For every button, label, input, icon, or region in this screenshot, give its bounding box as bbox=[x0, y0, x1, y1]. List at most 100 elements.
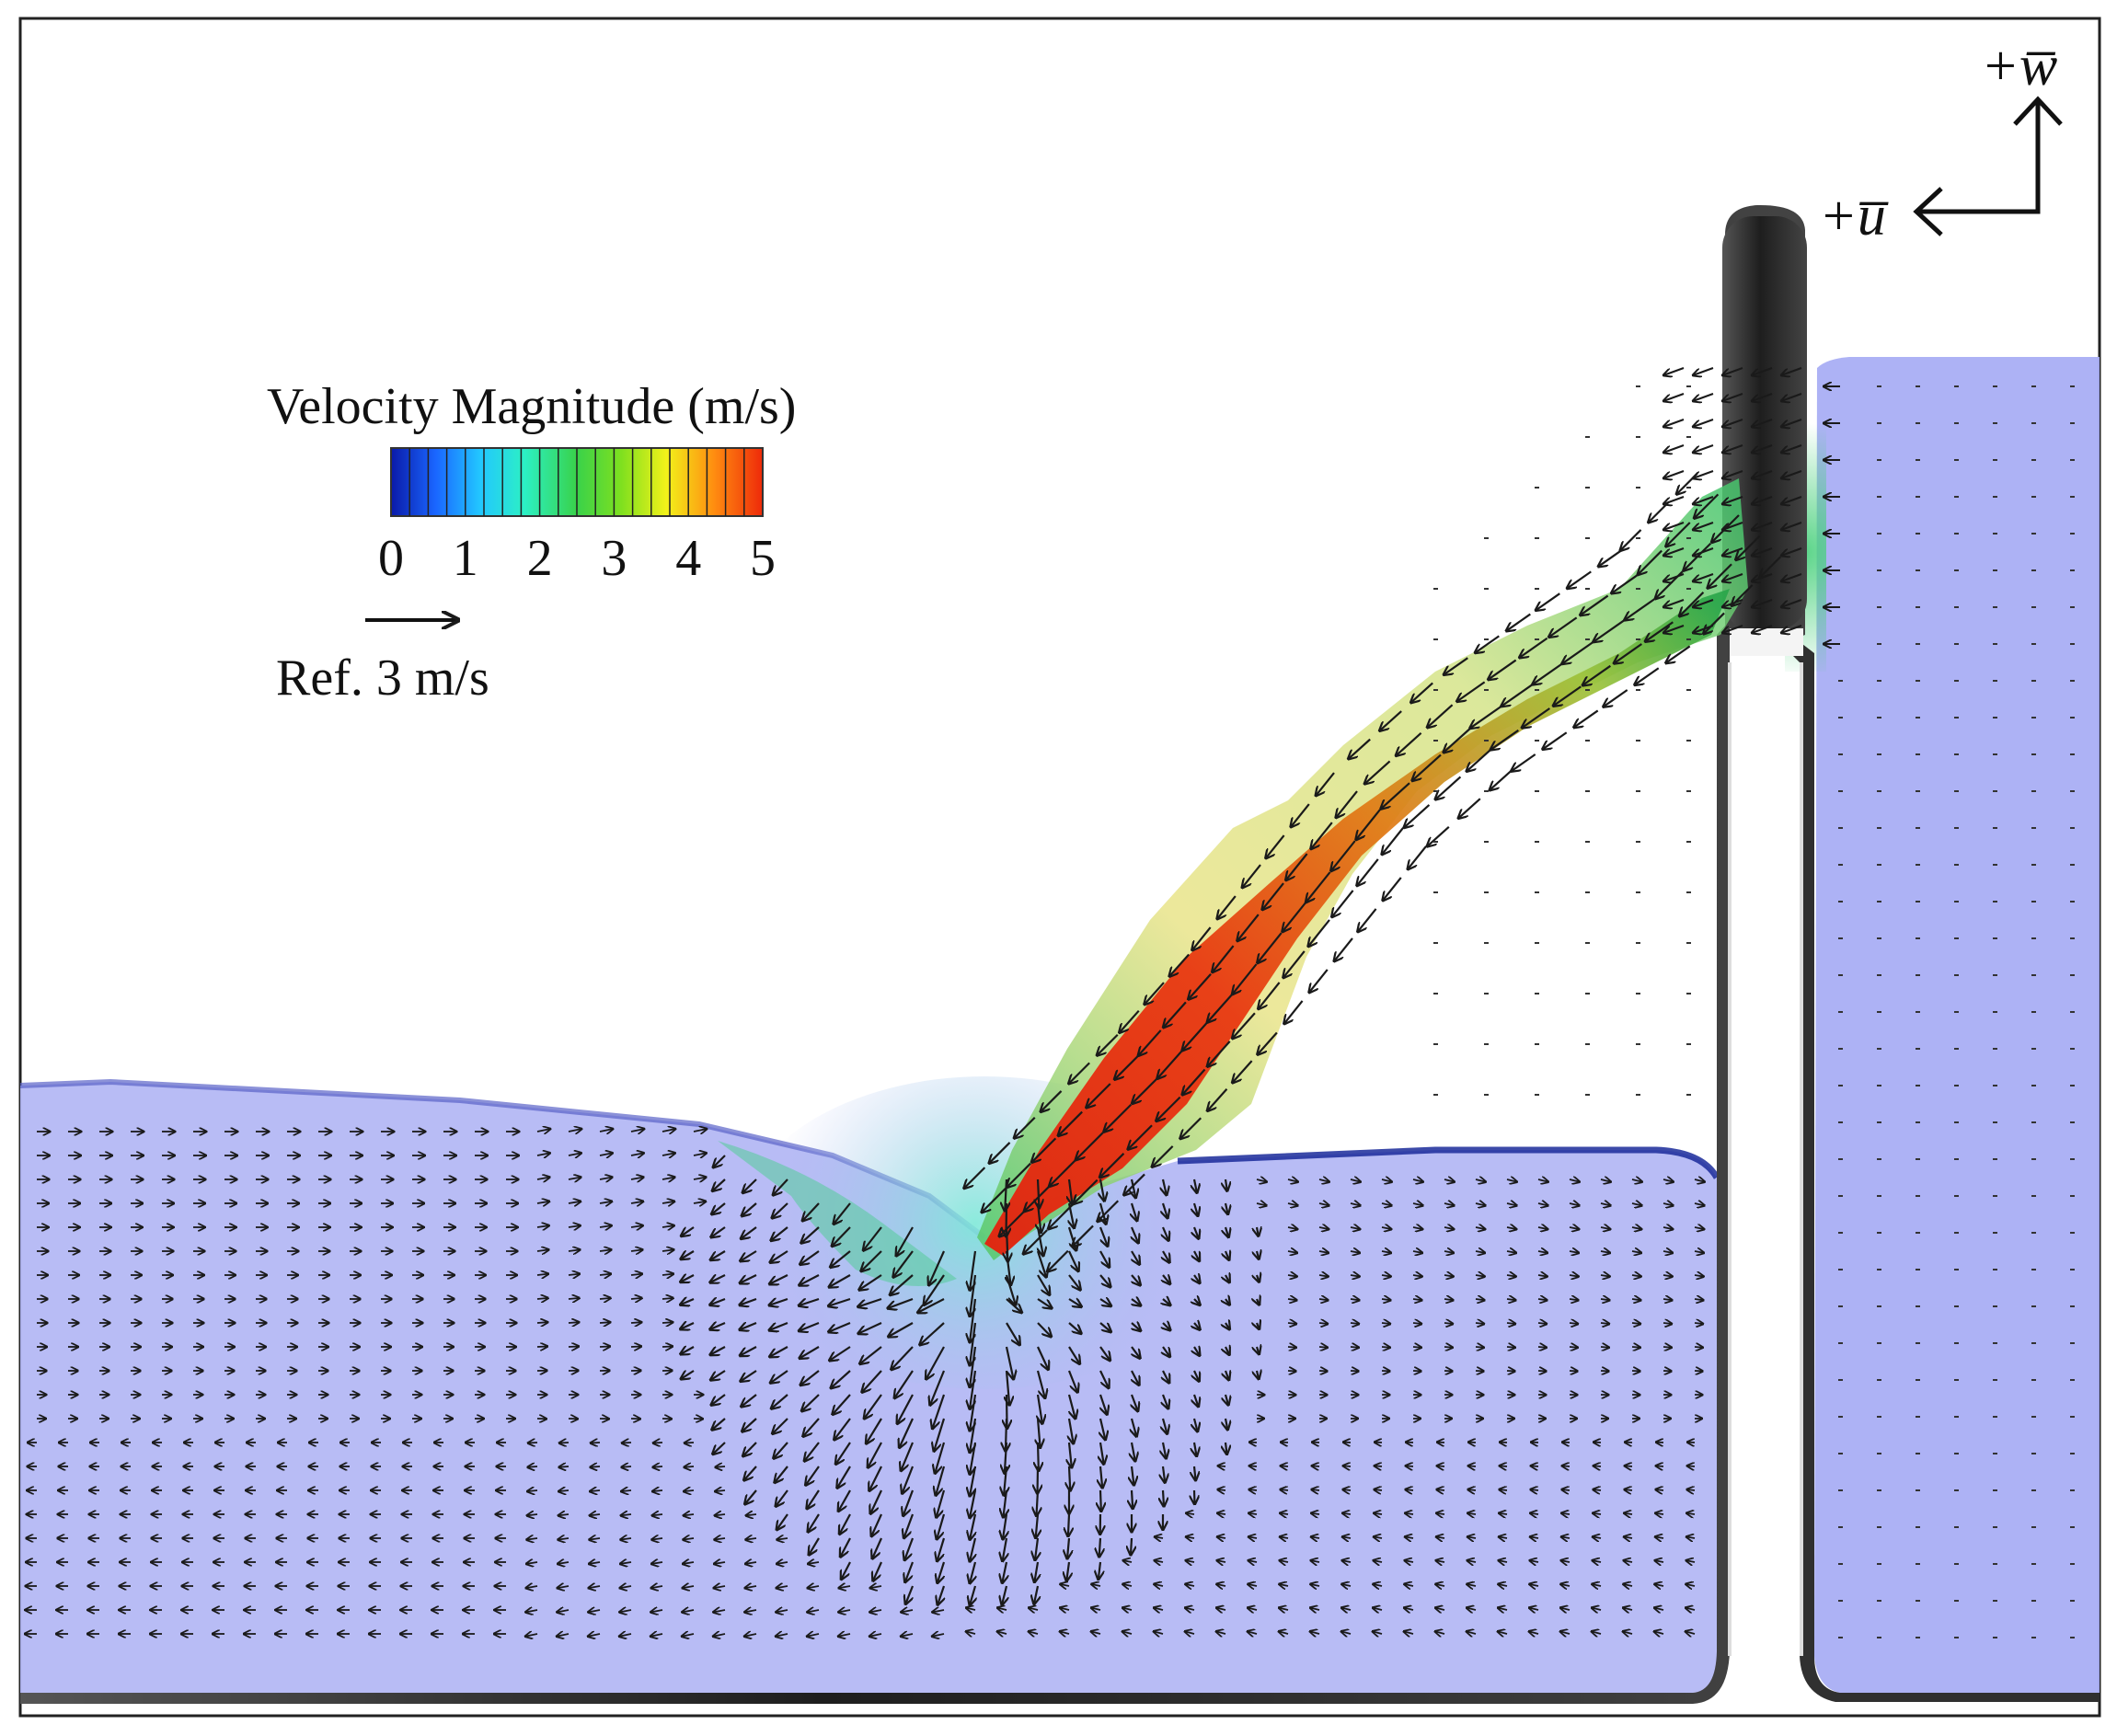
velocity-arrow bbox=[1099, 1537, 1100, 1557]
velocity-arrow bbox=[558, 1514, 570, 1515]
velocity-arrow bbox=[1916, 1342, 1920, 1344]
velocity-arrow bbox=[715, 1490, 726, 1491]
velocity-arrow bbox=[2070, 827, 2075, 829]
velocity-arrow bbox=[999, 1208, 1028, 1236]
velocity-arrow bbox=[1003, 1537, 1007, 1561]
velocity-arrow bbox=[1334, 937, 1353, 961]
velocity-arrow bbox=[1694, 1299, 1704, 1300]
velocity-arrow bbox=[1877, 1232, 1881, 1234]
velocity-arrow bbox=[1686, 638, 1691, 640]
velocity-arrow bbox=[770, 1250, 788, 1262]
velocity-arrow bbox=[1373, 1631, 1383, 1634]
velocity-arrow bbox=[588, 1586, 601, 1588]
velocity-arrow bbox=[1132, 1370, 1139, 1385]
velocity-arrow bbox=[1993, 496, 1997, 498]
coordinate-axes: +u̅ +w̅ bbox=[1819, 35, 2063, 247]
velocity-arrow bbox=[1954, 1453, 1959, 1454]
velocity-arrow bbox=[1693, 573, 1714, 581]
velocity-arrow bbox=[934, 1418, 946, 1452]
velocity-arrow bbox=[1132, 1442, 1135, 1461]
velocity-arrow bbox=[1408, 845, 1427, 869]
velocity-arrow bbox=[1916, 1453, 1920, 1454]
velocity-arrow bbox=[1444, 726, 1473, 753]
velocity-arrow bbox=[1838, 1305, 1843, 1307]
velocity-arrow bbox=[1624, 1536, 1633, 1538]
velocity-arrow bbox=[662, 1129, 675, 1132]
velocity-arrow bbox=[1291, 803, 1310, 827]
velocity-arrow bbox=[1573, 709, 1599, 727]
velocity-arrow bbox=[890, 1274, 914, 1295]
velocity-arrow bbox=[799, 1274, 820, 1285]
velocity-arrow bbox=[2031, 643, 2036, 645]
velocity-arrow bbox=[1993, 680, 1997, 682]
velocity-arrow bbox=[1005, 1346, 1014, 1379]
velocity-arrow bbox=[599, 1153, 613, 1155]
velocity-arrow bbox=[1069, 1062, 1090, 1084]
colorbar-tick-label: 1 bbox=[453, 530, 478, 587]
velocity-arrow bbox=[1954, 1526, 1959, 1528]
velocity-arrow bbox=[1381, 1275, 1391, 1277]
velocity-arrow bbox=[970, 1489, 975, 1518]
velocity-arrow bbox=[536, 1322, 547, 1323]
velocity-arrow bbox=[964, 1167, 986, 1189]
velocity-arrow bbox=[970, 1274, 977, 1316]
velocity-arrow bbox=[838, 1489, 851, 1512]
velocity-arrow bbox=[770, 1370, 788, 1383]
velocity-arrow bbox=[1060, 1608, 1070, 1610]
velocity-arrow bbox=[662, 1346, 673, 1347]
velocity-arrow bbox=[1122, 1631, 1133, 1634]
velocity-arrow bbox=[1655, 1536, 1664, 1538]
velocity-arrow bbox=[966, 1631, 976, 1634]
velocity-arrow bbox=[1916, 790, 1920, 792]
velocity-arrow bbox=[1694, 1347, 1703, 1348]
velocity-arrow bbox=[1838, 1011, 1843, 1013]
velocity-arrow bbox=[1484, 537, 1489, 539]
velocity-arrow bbox=[1099, 1153, 1125, 1178]
velocity-arrow bbox=[1436, 1536, 1445, 1538]
velocity-arrow bbox=[1484, 638, 1489, 640]
velocity-arrow bbox=[621, 1490, 632, 1491]
upstream-pool bbox=[1814, 357, 2100, 1693]
velocity-arrow bbox=[2070, 864, 2075, 866]
velocity-arrow bbox=[1374, 1489, 1383, 1490]
velocity-arrow bbox=[897, 1394, 914, 1424]
velocity-arrow bbox=[771, 1394, 788, 1408]
velocity-arrow bbox=[1412, 753, 1442, 781]
velocity-arrow bbox=[568, 1274, 580, 1275]
velocity-arrow bbox=[568, 1298, 580, 1299]
velocity-arrow bbox=[741, 1226, 757, 1239]
velocity-arrow bbox=[1916, 643, 1920, 645]
velocity-arrow bbox=[1189, 973, 1212, 1000]
velocity-arrow bbox=[1624, 1489, 1633, 1490]
velocity-arrow bbox=[1553, 685, 1582, 706]
velocity-arrow bbox=[806, 1466, 820, 1485]
velocity-arrow bbox=[1311, 1489, 1320, 1490]
velocity-arrow bbox=[1781, 496, 1802, 504]
velocity-arrow bbox=[1916, 680, 1920, 682]
velocity-arrow bbox=[742, 1418, 757, 1431]
velocity-arrow bbox=[1877, 901, 1881, 902]
velocity-arrow bbox=[1435, 1584, 1445, 1586]
velocity-arrow bbox=[1433, 588, 1438, 590]
velocity-arrow bbox=[1099, 1561, 1100, 1580]
velocity-arrow bbox=[568, 1178, 581, 1179]
velocity-arrow bbox=[1686, 790, 1691, 792]
velocity-arrow bbox=[1099, 1346, 1110, 1361]
velocity-arrow bbox=[1163, 1323, 1170, 1330]
velocity-arrow bbox=[997, 1631, 1007, 1634]
velocity-arrow bbox=[1182, 1068, 1206, 1095]
velocity-arrow bbox=[1405, 1513, 1414, 1514]
velocity-arrow bbox=[1735, 535, 1761, 560]
velocity-arrow bbox=[1993, 901, 1997, 902]
velocity-arrow bbox=[1036, 1513, 1038, 1538]
velocity-arrow bbox=[619, 1634, 632, 1637]
velocity-arrow bbox=[869, 1586, 882, 1588]
velocity-arrow bbox=[1194, 1370, 1199, 1382]
velocity-arrow bbox=[1225, 1442, 1227, 1454]
velocity-arrow bbox=[1722, 522, 1743, 530]
velocity-arrow bbox=[1537, 1227, 1547, 1229]
velocity-arrow bbox=[662, 1153, 675, 1155]
velocity-arrow bbox=[1569, 1203, 1580, 1205]
velocity-arrow bbox=[619, 1610, 632, 1612]
velocity-arrow bbox=[630, 1249, 643, 1251]
